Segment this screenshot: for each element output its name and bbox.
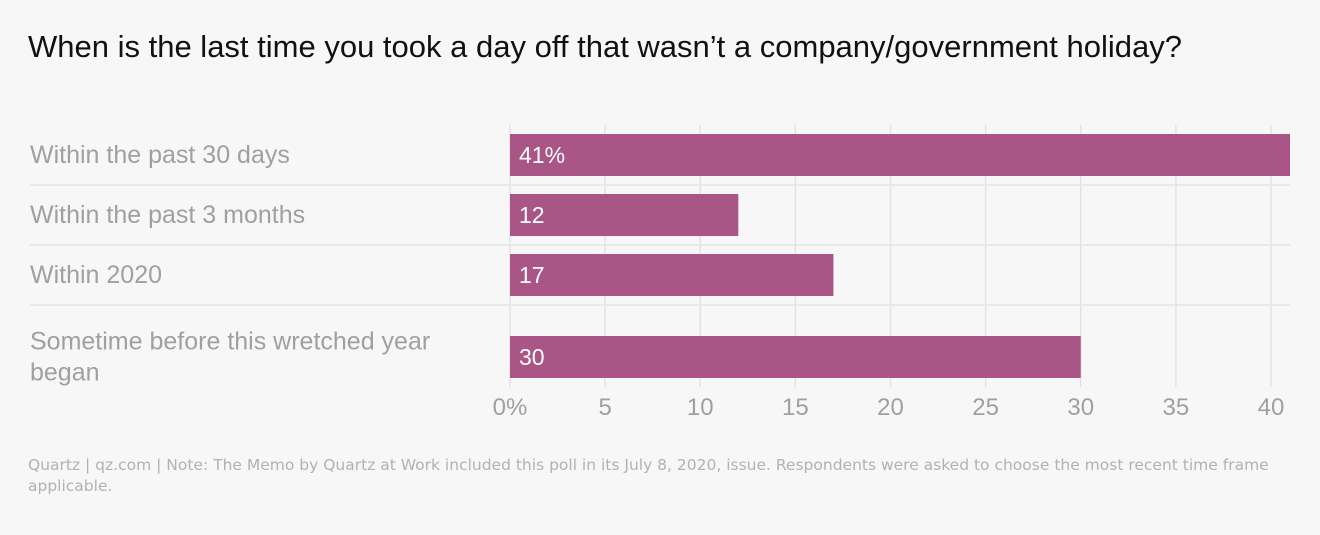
x-tick-label: 0% <box>493 394 528 421</box>
bar <box>510 254 834 296</box>
category-label: Sometime before this wretched year began <box>30 328 430 387</box>
bars <box>510 134 1290 378</box>
bar <box>510 194 739 236</box>
x-tick-label: 5 <box>598 394 611 421</box>
category-label-line: Sometime before this wretched year <box>30 328 430 356</box>
value-labels: 41% 12 17 30 <box>519 142 565 370</box>
x-tick-label: 15 <box>782 394 809 421</box>
category-label: Within the past 30 days <box>30 141 290 169</box>
bar-value-label: 41% <box>519 142 565 168</box>
x-tick-label: 20 <box>877 394 904 421</box>
bar-value-label: 12 <box>519 202 545 228</box>
x-tick-label: 35 <box>1163 394 1190 421</box>
category-label-line: Within the past 3 months <box>30 201 305 229</box>
source-note: Quartz | qz.com | Note: The Memo by Quar… <box>28 456 1269 495</box>
bar <box>510 336 1081 378</box>
category-labels: Within the past 30 days Within the past 3… <box>30 141 430 387</box>
row-separators <box>30 184 1290 306</box>
bar-value-label: 17 <box>519 262 545 288</box>
x-axis-ticks: 0% 5 10 15 20 25 30 35 40 <box>493 394 1285 421</box>
x-tick-label: 40 <box>1258 394 1285 421</box>
category-label: Within 2020 <box>30 261 162 289</box>
category-label-line: began <box>30 359 100 387</box>
x-tick-label: 10 <box>687 394 714 421</box>
category-label: Within the past 3 months <box>30 201 305 229</box>
x-tick-label: 30 <box>1067 394 1094 421</box>
bar-value-label: 30 <box>519 344 545 370</box>
category-label-line: Within 2020 <box>30 261 162 289</box>
chart-title: When is the last time you took a day off… <box>28 29 1182 64</box>
x-tick-label: 25 <box>972 394 999 421</box>
category-label-line: Within the past 30 days <box>30 141 290 169</box>
bar <box>510 134 1290 176</box>
